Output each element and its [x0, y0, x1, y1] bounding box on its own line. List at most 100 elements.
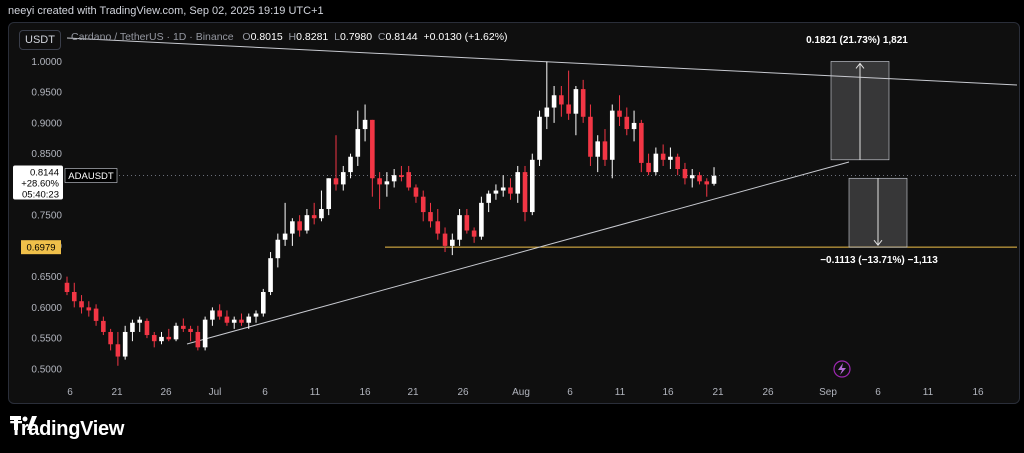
candle-body — [399, 175, 404, 178]
candle-body — [566, 104, 571, 114]
price-tags: 0.8144+28.60%05:40:23 ADAUSDT 0.6979 — [13, 165, 118, 255]
x-tick-label: 16 — [359, 387, 371, 398]
measure-up-label: 0.1821 (21.73%) 1,821 — [806, 35, 908, 46]
candle-body — [544, 107, 550, 117]
candle-body — [515, 172, 521, 194]
candle-body — [173, 325, 179, 340]
trendlines[interactable] — [66, 37, 1018, 345]
last-price-tag — [13, 165, 63, 200]
candle-body — [580, 89, 586, 117]
legend-low-label: L — [334, 31, 340, 43]
candle-body — [231, 319, 237, 323]
candle-body — [282, 233, 288, 240]
candle-body — [71, 292, 77, 302]
candle-body — [413, 187, 419, 197]
candle-body — [355, 129, 361, 157]
x-tick-label: 6 — [875, 387, 881, 398]
tradingview-footer[interactable]: TradingView — [10, 414, 124, 444]
candle-body — [188, 328, 193, 332]
symbol-tag — [64, 168, 118, 183]
candlestick-chart[interactable]: 0.1821 (21.73%) 1,821 −0.1113 (−13.71%) −… — [9, 23, 1019, 403]
candle-body — [428, 212, 433, 222]
legend-open: 0.8015 — [250, 31, 283, 43]
candle-body — [435, 221, 441, 234]
candle-body — [391, 175, 397, 182]
x-tick-label: 6 — [567, 387, 573, 398]
candle-body — [101, 320, 106, 332]
candle-body — [682, 169, 688, 179]
x-tick-label: 21 — [111, 387, 123, 398]
legend-open-label: O — [242, 31, 251, 43]
x-tick-label: 16 — [972, 387, 984, 398]
last-price-value: 0.8144 — [30, 168, 59, 179]
candle-body — [508, 187, 513, 194]
x-tick-label: 11 — [310, 387, 321, 398]
candle-body — [144, 320, 150, 336]
x-tick-label: 6 — [67, 387, 73, 398]
y-tick-label: 0.9000 — [31, 118, 62, 129]
measure-tools[interactable]: 0.1821 (21.73%) 1,821 −0.1113 (−13.71%) −… — [806, 35, 938, 378]
candle-body — [275, 239, 281, 259]
legend-change: +0.0130 (+1.62%) — [423, 31, 508, 43]
candle-body — [486, 193, 491, 203]
candle-body — [500, 187, 506, 191]
candle-body — [609, 110, 615, 160]
candle-body — [362, 119, 368, 130]
lightning-icon[interactable] — [833, 360, 851, 378]
chart-credit: neeyi created with TradingView.com, Sep … — [8, 5, 324, 17]
candle-body — [464, 215, 470, 231]
candle-body — [79, 301, 84, 308]
x-tick-label: 11 — [923, 387, 934, 398]
chart-panel[interactable]: 0.1821 (21.73%) 1,821 −0.1113 (−13.71%) −… — [8, 22, 1020, 404]
legend-low: 0.7980 — [339, 31, 373, 43]
candle-countdown: 05:40:23 — [22, 190, 59, 201]
candle-body — [268, 258, 273, 292]
y-tick-label: 0.6000 — [31, 303, 62, 314]
candle-body — [588, 116, 593, 157]
candle-body — [522, 172, 528, 213]
x-tick-label: Aug — [512, 387, 530, 398]
candle-body — [471, 230, 477, 237]
candle-body — [660, 153, 666, 160]
descending-trendline[interactable] — [66, 37, 1018, 86]
x-tick-label: 11 — [615, 387, 626, 398]
candle-body — [326, 178, 332, 209]
x-tick-label: 21 — [407, 387, 419, 398]
candle-body — [333, 178, 339, 185]
symbol-selector[interactable]: USDT — [19, 30, 61, 50]
level-price-value: 0.6979 — [26, 243, 55, 254]
x-tick-label: 21 — [712, 387, 724, 398]
candles-group — [64, 61, 717, 366]
candle-body — [551, 95, 557, 108]
legend-close: 0.8144 — [385, 31, 418, 43]
candle-body — [668, 156, 673, 160]
candle-body — [340, 172, 346, 185]
candle-body — [195, 331, 201, 348]
candle-body — [202, 319, 208, 348]
measure-down-label: −0.1113 (−13.71%) −1,113 — [820, 255, 938, 266]
candle-body — [653, 153, 659, 173]
candle-body — [457, 215, 462, 240]
candle-body — [348, 156, 353, 173]
candle-body — [246, 316, 252, 323]
price-axis[interactable]: 1.00000.95000.90000.85000.80000.75000.70… — [31, 57, 62, 375]
y-tick-label: 0.6500 — [31, 272, 62, 283]
candle-body — [595, 141, 601, 157]
candle-body — [166, 336, 172, 340]
symbol-tag-label: ADAUSDT — [68, 171, 114, 182]
candle-body — [304, 215, 310, 231]
ohlc-legend: Cardano / TetherUS · 1D · Binance O0.801… — [71, 31, 508, 43]
candle-body — [639, 122, 644, 163]
top-bar: neeyi created with TradingView.com, Sep … — [0, 0, 1024, 22]
candle-body — [420, 196, 426, 213]
ascending-trendline[interactable] — [186, 161, 850, 345]
candle-body — [122, 331, 128, 357]
time-axis[interactable]: 6 21 26 Jul 6 11 16 21 26 Aug 6 11 16 21 26 Sep 6 11 16 — [67, 387, 984, 398]
legend-symbol-name: Cardano / TetherUS · 1D · Binance — [71, 31, 234, 43]
candle-body — [493, 190, 499, 194]
level-price-tag — [21, 240, 61, 255]
y-tick-label: 0.5000 — [31, 364, 62, 375]
x-tick-label: 26 — [457, 387, 469, 398]
candle-body — [697, 175, 702, 182]
candle-body — [260, 292, 266, 314]
